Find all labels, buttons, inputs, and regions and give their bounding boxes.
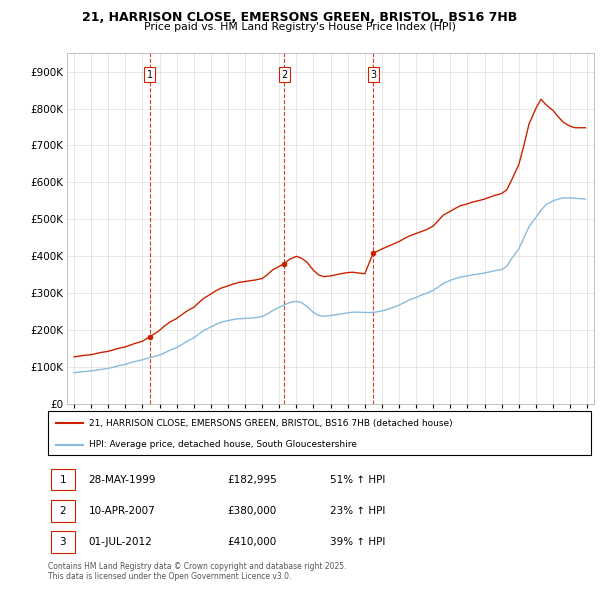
Text: 3: 3	[370, 70, 376, 80]
Text: Price paid vs. HM Land Registry's House Price Index (HPI): Price paid vs. HM Land Registry's House …	[144, 22, 456, 32]
Text: 2: 2	[281, 70, 287, 80]
Text: £410,000: £410,000	[227, 537, 277, 547]
Text: 39% ↑ HPI: 39% ↑ HPI	[331, 537, 386, 547]
Bar	[51, 500, 75, 522]
Text: 1: 1	[146, 70, 153, 80]
Text: 01-JUL-2012: 01-JUL-2012	[89, 537, 152, 547]
Text: 21, HARRISON CLOSE, EMERSONS GREEN, BRISTOL, BS16 7HB: 21, HARRISON CLOSE, EMERSONS GREEN, BRIS…	[82, 11, 518, 24]
Bar	[51, 531, 75, 553]
Text: HPI: Average price, detached house, South Gloucestershire: HPI: Average price, detached house, Sout…	[89, 440, 356, 449]
Text: 10-APR-2007: 10-APR-2007	[89, 506, 155, 516]
Text: Contains HM Land Registry data © Crown copyright and database right 2025.
This d: Contains HM Land Registry data © Crown c…	[48, 562, 347, 581]
Text: £182,995: £182,995	[227, 475, 277, 484]
Text: 21, HARRISON CLOSE, EMERSONS GREEN, BRISTOL, BS16 7HB (detached house): 21, HARRISON CLOSE, EMERSONS GREEN, BRIS…	[89, 419, 452, 428]
Text: 1: 1	[59, 475, 66, 484]
Text: £380,000: £380,000	[227, 506, 277, 516]
Bar	[51, 469, 75, 490]
Text: 51% ↑ HPI: 51% ↑ HPI	[331, 475, 386, 484]
Text: 23% ↑ HPI: 23% ↑ HPI	[331, 506, 386, 516]
Text: 28-MAY-1999: 28-MAY-1999	[89, 475, 156, 484]
Text: 3: 3	[59, 537, 66, 547]
Text: 2: 2	[59, 506, 66, 516]
